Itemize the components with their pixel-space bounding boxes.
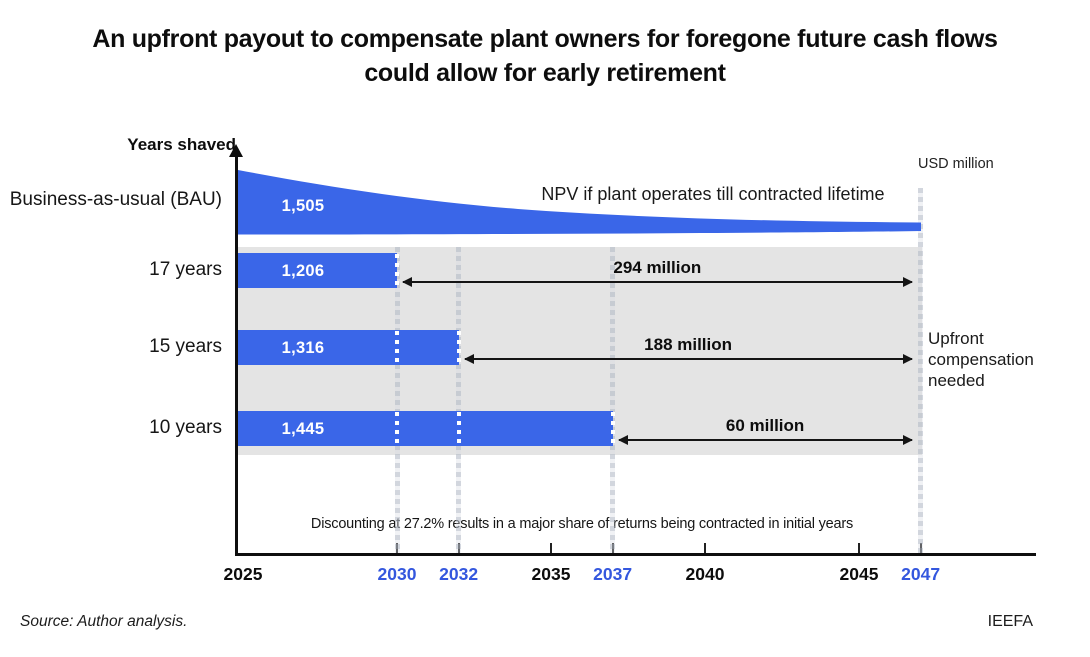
arrowhead-left-icon — [617, 435, 628, 445]
arrowhead-left-icon — [402, 277, 412, 287]
milestone-stripe-2030 — [394, 247, 400, 553]
credit-label: IEEFA — [987, 613, 1033, 630]
compensation-arrow-188: 188 million — [463, 335, 913, 364]
discount-rate-note: Discounting at 27.2% results in a major … — [310, 516, 854, 532]
milestone-stripe-2037 — [610, 247, 616, 553]
x-tick-2035 — [550, 543, 552, 553]
compensation-amount-label: 188 million — [644, 335, 733, 354]
bar-10-years — [238, 411, 613, 446]
compensation-amount-label: 60 million — [725, 416, 805, 435]
milestone-dots-2030-over-bar — [395, 412, 399, 445]
x-tick-label-2040: 2040 — [685, 564, 725, 584]
y-axis-arrowhead-icon — [229, 144, 243, 157]
compensation-arrow-60: 60 million — [617, 416, 913, 445]
milestone-dots-2032-over-bar — [456, 331, 461, 364]
bar-value-17-years: 1,206 — [281, 262, 325, 280]
bar-value-15-years: 1,316 — [281, 339, 325, 357]
bau-npv-value: 1,505 — [281, 197, 325, 215]
compensation-arrow-294: 294 million — [402, 258, 913, 287]
milestone-dots-2032-over-bar — [456, 412, 461, 445]
y-axis-line — [235, 156, 238, 553]
row-label-15-years: 15 years — [149, 336, 222, 357]
bar-17-years — [238, 253, 397, 288]
milestone-dots-2037-over-bar — [610, 412, 615, 445]
chart-title: An upfront payout to compensate plant ow… — [0, 22, 1090, 90]
chart-title-line2: could allow for early retirement — [364, 59, 726, 87]
arrowhead-right-icon — [902, 277, 913, 287]
row-label-bau: Business-as-usual (BAU) — [9, 189, 222, 210]
x-tick-label-2030: 2030 — [377, 564, 417, 584]
source-note: Source: Author analysis. — [20, 613, 188, 630]
unit-label: USD million — [918, 156, 994, 172]
y-axis-label: Years shaved — [127, 135, 236, 154]
bau-npv-decay-area — [238, 170, 921, 235]
x-tick-2040 — [704, 543, 706, 553]
x-tick-label-2045: 2045 — [839, 564, 879, 584]
milestone-stripe-2047 — [918, 188, 924, 553]
compensation-amount-label: 294 million — [613, 258, 702, 277]
row-label-17-years: 17 years — [149, 259, 222, 280]
chart-title-line1: An upfront payout to compensate plant ow… — [92, 25, 998, 53]
x-tick-label-2025: 2025 — [223, 564, 263, 584]
x-tick-label-2035: 2035 — [531, 564, 571, 584]
x-tick-2045 — [858, 543, 860, 553]
arrowhead-left-icon — [463, 354, 474, 364]
bar-15-years — [238, 330, 459, 365]
upfront-compensation-annotation: Upfront compensation needed — [928, 329, 1034, 390]
milestone-dots-2030-over-bar — [395, 331, 399, 364]
row-label-10-years: 10 years — [149, 417, 222, 438]
milestone-dots-2030-over-bar — [395, 254, 399, 287]
x-tick-label-2047: 2047 — [901, 564, 941, 584]
npv-annotation: NPV if plant operates till contracted li… — [541, 184, 885, 204]
x-tick-label-2037: 2037 — [593, 564, 633, 584]
arrowhead-right-icon — [902, 435, 913, 445]
x-axis-line — [235, 553, 1036, 556]
milestone-stripe-2032 — [456, 247, 462, 553]
x-tick-label-2032: 2032 — [439, 564, 479, 584]
bar-value-10-years: 1,445 — [281, 420, 325, 438]
arrowhead-right-icon — [902, 354, 913, 364]
